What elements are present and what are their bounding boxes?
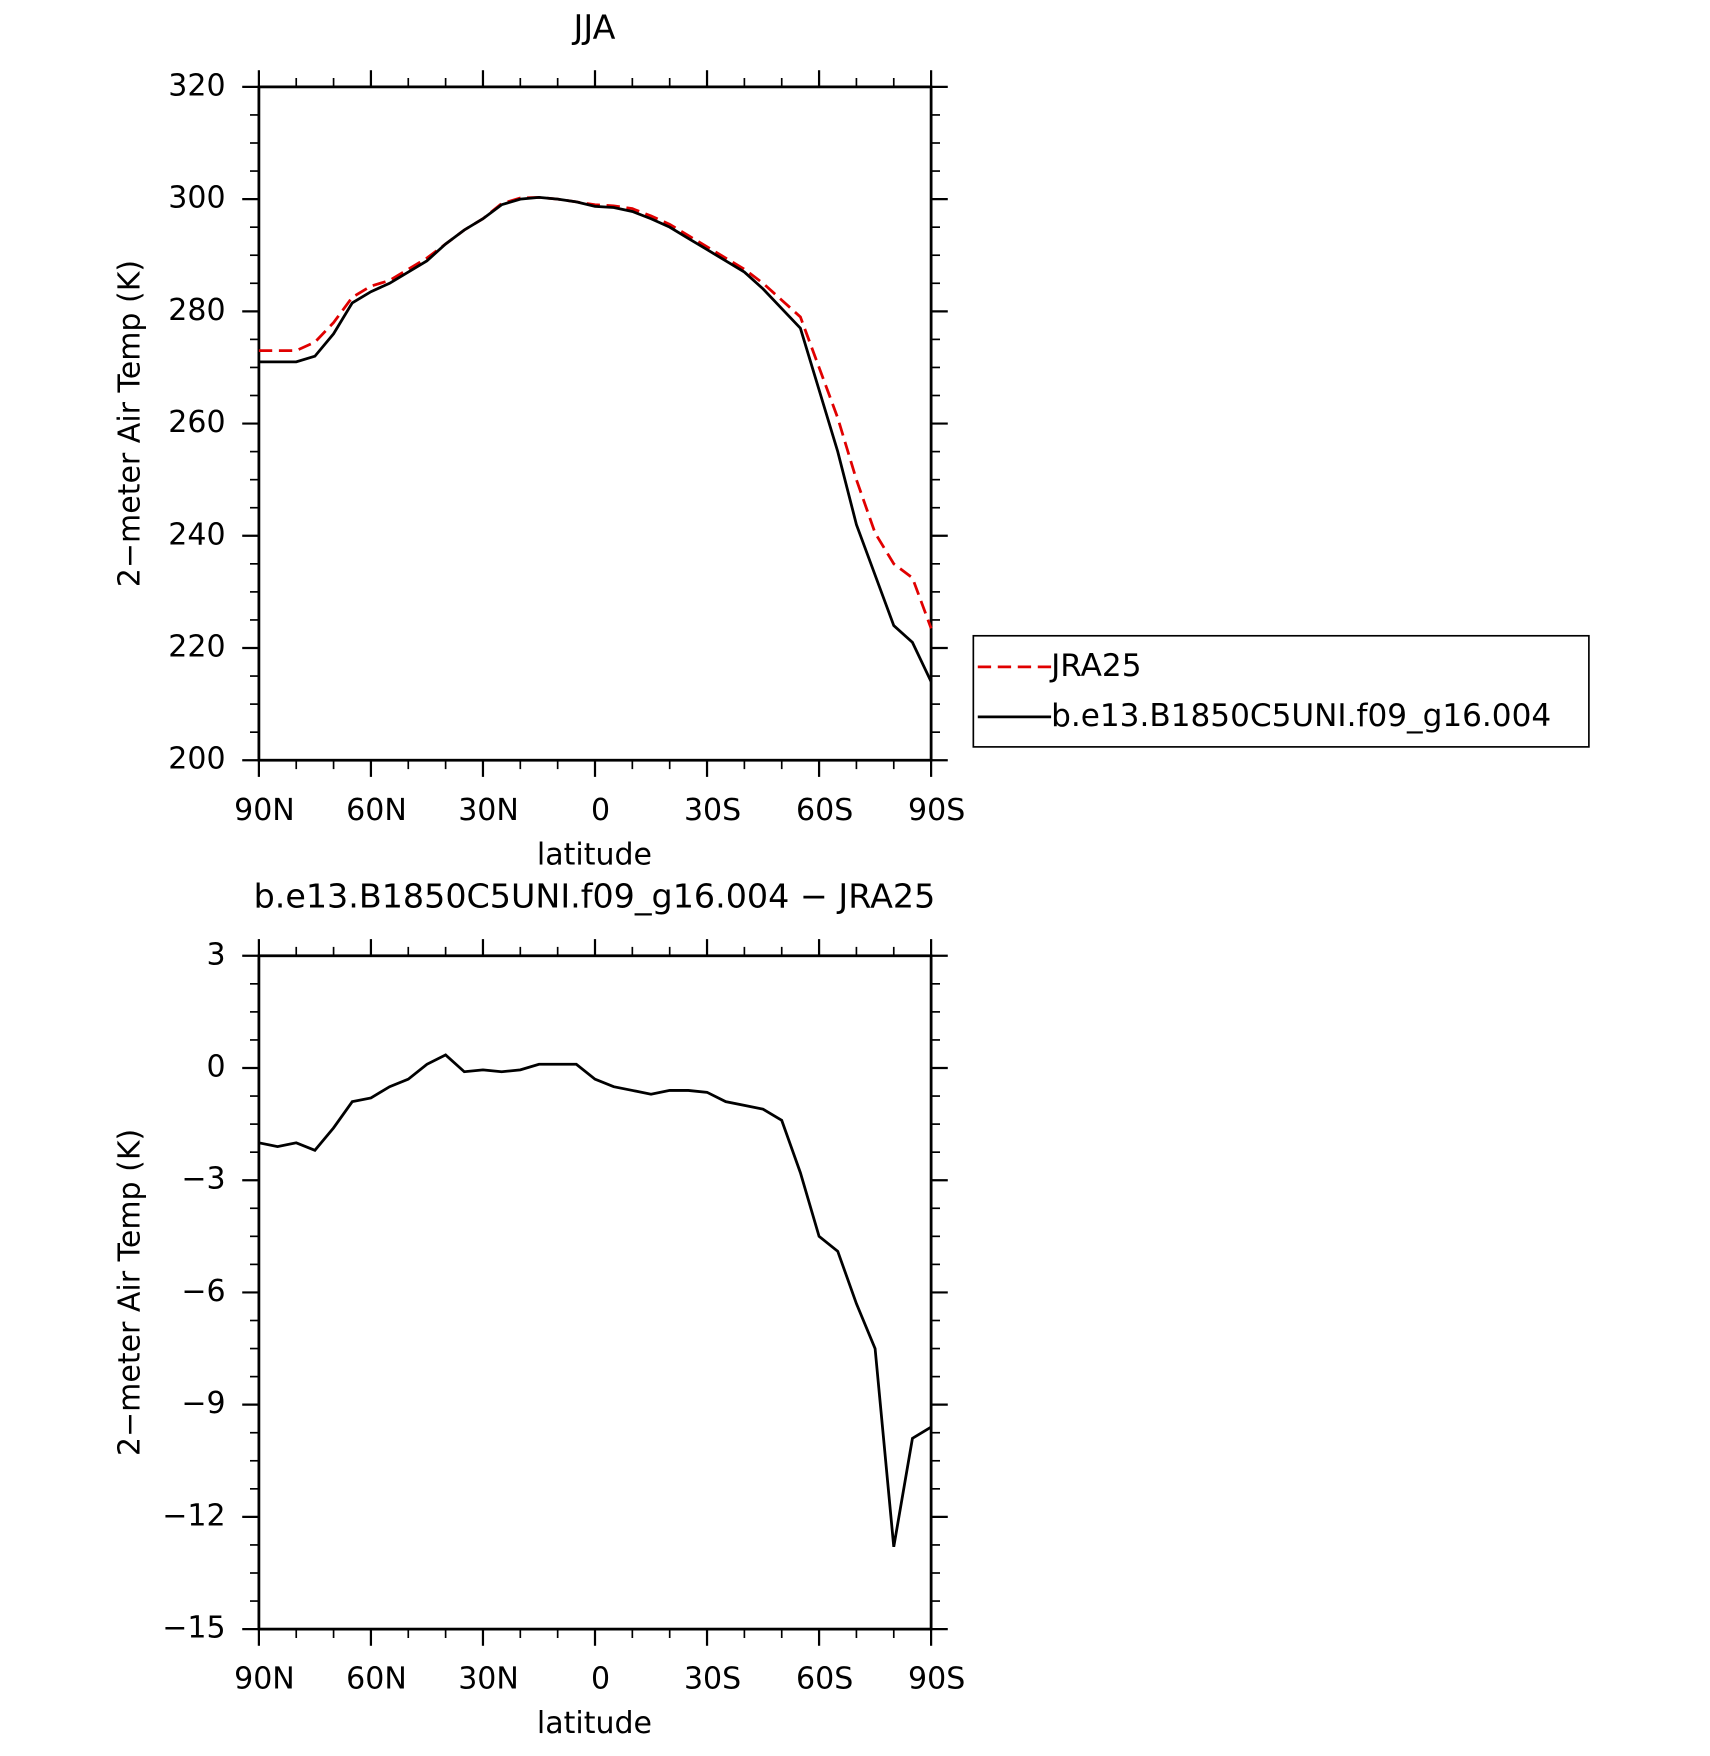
- x-tick-label: 30N: [458, 1662, 519, 1697]
- y-tick-label: −12: [162, 1498, 225, 1533]
- data-line: [258, 1053, 932, 1548]
- y-tick-label: 320: [168, 68, 225, 103]
- y-tick-label: −6: [181, 1274, 225, 1309]
- chart-title: JJA: [572, 8, 616, 47]
- y-tick-label: −3: [181, 1162, 225, 1197]
- x-axis-label: latitude: [537, 837, 652, 872]
- x-tick-label: 60N: [346, 1662, 407, 1697]
- legend-label: b.e13.B1850C5UNI.f09_g16.004: [1051, 698, 1551, 734]
- plot-frame: [257, 954, 933, 1631]
- x-tick-label: 90S: [908, 793, 965, 828]
- x-tick-label: 30N: [458, 793, 519, 828]
- legend-box: [972, 634, 1590, 748]
- x-tick-label: 90N: [234, 793, 295, 828]
- x-axis-label: latitude: [537, 1706, 652, 1741]
- plot-frame: [257, 85, 933, 762]
- x-tick-label: 60N: [346, 793, 407, 828]
- y-tick-label: 260: [168, 405, 225, 440]
- y-tick-label: 200: [168, 742, 225, 777]
- y-axis-label: 2−meter Air Temp (K): [113, 260, 148, 587]
- y-tick-label: 240: [168, 517, 225, 552]
- x-tick-label: 30S: [684, 793, 741, 828]
- x-tick-label: 30S: [684, 1662, 741, 1697]
- legend-label: JRA25: [1049, 648, 1141, 684]
- y-tick-label: 220: [168, 630, 225, 665]
- y-tick-label: 280: [168, 293, 225, 328]
- x-tick-label: 60S: [796, 793, 853, 828]
- x-tick-label: 0: [591, 1662, 610, 1697]
- y-tick-label: −9: [181, 1386, 225, 1421]
- x-tick-label: 90S: [908, 1662, 965, 1697]
- y-axis-label: 2−meter Air Temp (K): [113, 1129, 148, 1456]
- x-tick-label: 60S: [796, 1662, 853, 1697]
- y-tick-label: 3: [206, 937, 225, 972]
- x-tick-label: 90N: [234, 1662, 295, 1697]
- x-tick-label: 0: [591, 793, 610, 828]
- y-tick-label: 0: [206, 1050, 225, 1085]
- y-tick-label: 300: [168, 181, 225, 216]
- data-line: [258, 196, 933, 683]
- chart-title: b.e13.B1850C5UNI.f09_g16.004 − JRA25: [254, 877, 936, 916]
- data-line: [258, 196, 933, 629]
- y-tick-label: −15: [162, 1611, 225, 1646]
